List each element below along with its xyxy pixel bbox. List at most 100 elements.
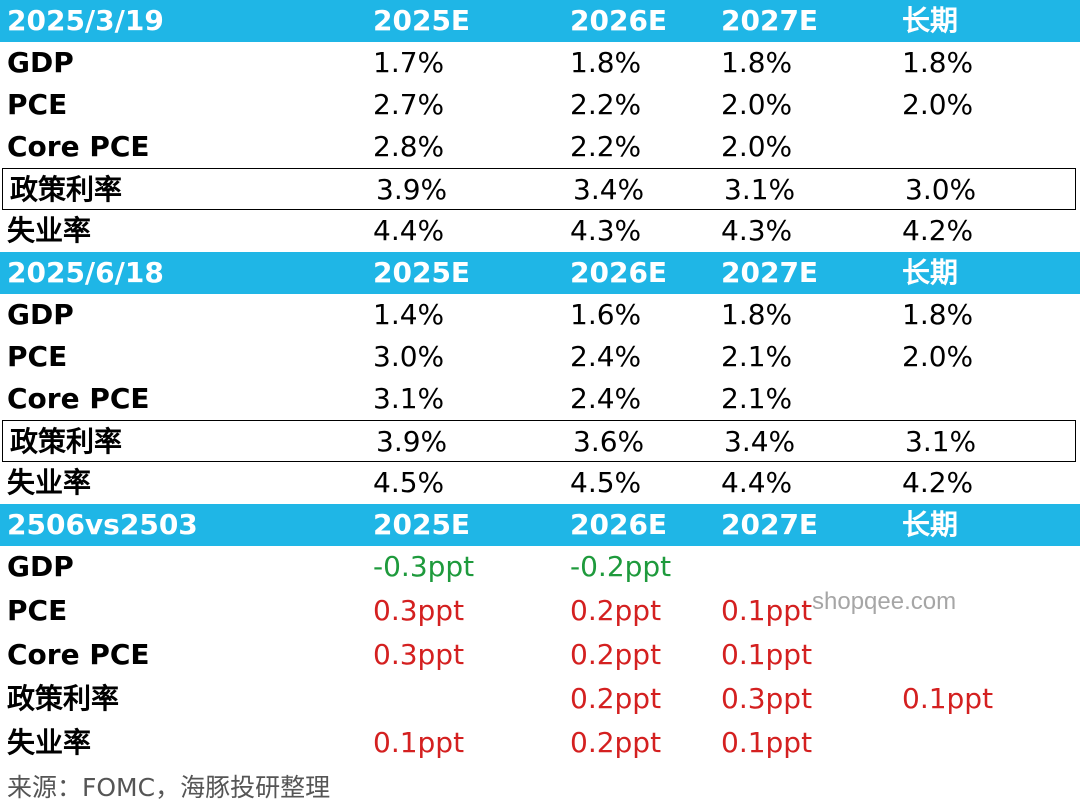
table-row: 失业率 4.5% 4.5% 4.4% 4.2% [0,462,1080,504]
row-label: 失业率 [7,726,92,759]
change-cell: 0.3ppt [373,638,465,671]
header-2025e: 2025E [373,4,471,37]
header-2027e: 2027E [721,508,819,541]
fomc-projection-table: 2025/3/19 2025E 2026E 2027E 长期 GDP 1.7% … [0,0,1080,766]
value-cell: 2.4% [570,382,642,415]
header-2026e: 2026E [570,508,668,541]
value-cell: 3.1% [724,173,796,206]
change-cell: 0.1ppt [902,682,994,715]
value-cell: 1.8% [902,46,974,79]
table-row: PCE 0.3ppt 0.2ppt 0.1ppt [0,590,1080,634]
watermark: shopqee.com [812,588,957,615]
value-cell: 4.5% [570,466,642,499]
row-label: Core PCE [7,638,150,671]
table-row: Core PCE 2.8% 2.2% 2.0% [0,126,1080,168]
header-2025e: 2025E [373,508,471,541]
row-label: PCE [7,594,68,627]
table-row-policy-rate: 政策利率 3.9% 3.6% 3.4% 3.1% [2,420,1076,462]
value-cell: 2.2% [570,130,642,163]
header-2026e: 2026E [570,256,668,289]
change-cell: -0.3ppt [373,550,475,583]
row-label: 政策利率 [10,425,123,458]
row-label: GDP [7,46,74,79]
value-cell: 2.2% [570,88,642,121]
value-cell: 4.3% [721,214,793,247]
value-cell: 1.7% [373,46,445,79]
change-cell: 0.3ppt [721,682,813,715]
header-2026e: 2026E [570,4,668,37]
value-cell: 3.4% [573,173,645,206]
change-cell: 0.1ppt [721,594,813,627]
header-long-run: 长期 [902,508,959,541]
value-cell: 3.0% [905,173,977,206]
value-cell: 4.4% [721,466,793,499]
header-comparison: 2506vs2503 [7,508,198,541]
table-row: GDP 1.7% 1.8% 1.8% 1.8% [0,42,1080,84]
value-cell: 3.9% [376,425,448,458]
change-cell: 0.2ppt [570,594,662,627]
table-row: GDP 1.4% 1.6% 1.8% 1.8% [0,294,1080,336]
change-cell: 0.2ppt [570,638,662,671]
value-cell: 2.4% [570,340,642,373]
source-note: 来源：FOMC，海豚投研整理 [7,773,331,802]
value-cell: 2.1% [721,382,793,415]
value-cell: 1.6% [570,298,642,331]
value-cell: 1.8% [902,298,974,331]
header-2027e: 2027E [721,4,819,37]
change-cell: 0.3ppt [373,594,465,627]
value-cell: 4.2% [902,466,974,499]
header-date: 2025/3/19 [7,4,164,37]
value-cell: 2.7% [373,88,445,121]
change-cell: 0.2ppt [570,726,662,759]
value-cell: 3.0% [373,340,445,373]
value-cell: 2.0% [902,340,974,373]
value-cell: 2.1% [721,340,793,373]
value-cell: 4.5% [373,466,445,499]
header-2025e: 2025E [373,256,471,289]
value-cell: 3.9% [376,173,448,206]
change-cell: 0.1ppt [721,638,813,671]
value-cell: 4.4% [373,214,445,247]
row-label: PCE [7,88,68,121]
table-row: 失业率 0.1ppt 0.2ppt 0.1ppt [0,722,1080,766]
value-cell: 1.8% [721,298,793,331]
table-row: Core PCE 3.1% 2.4% 2.1% [0,378,1080,420]
header-date: 2025/6/18 [7,256,164,289]
table-row-policy-rate: 政策利率 3.9% 3.4% 3.1% 3.0% [2,168,1076,210]
row-label: 政策利率 [7,682,120,715]
row-label: 失业率 [7,466,92,499]
header-long-run: 长期 [902,256,959,289]
section-header-2025-6-18: 2025/6/18 2025E 2026E 2027E 长期 [0,252,1080,294]
table-row: 政策利率 0.2ppt 0.3ppt 0.1ppt [0,678,1080,722]
row-label: Core PCE [7,382,150,415]
value-cell: 2.8% [373,130,445,163]
value-cell: 2.0% [902,88,974,121]
value-cell: 3.1% [905,425,977,458]
value-cell: 2.0% [721,88,793,121]
header-long-run: 长期 [902,4,959,37]
value-cell: 4.2% [902,214,974,247]
value-cell: 3.6% [573,425,645,458]
row-label: 失业率 [7,214,92,247]
header-2027e: 2027E [721,256,819,289]
row-label: 政策利率 [10,173,123,206]
value-cell: 1.8% [721,46,793,79]
table-row: 失业率 4.4% 4.3% 4.3% 4.2% [0,210,1080,252]
change-cell: -0.2ppt [570,550,672,583]
row-label: GDP [7,298,74,331]
value-cell: 2.0% [721,130,793,163]
change-cell: 0.2ppt [570,682,662,715]
table-row: GDP -0.3ppt -0.2ppt [0,546,1080,590]
table-row: PCE 3.0% 2.4% 2.1% 2.0% [0,336,1080,378]
value-cell: 1.8% [570,46,642,79]
value-cell: 3.1% [373,382,445,415]
section-header-2025-3-19: 2025/3/19 2025E 2026E 2027E 长期 [0,0,1080,42]
row-label: Core PCE [7,130,150,163]
table-row: PCE 2.7% 2.2% 2.0% 2.0% [0,84,1080,126]
change-cell: 0.1ppt [721,726,813,759]
section-header-2506vs2503: 2506vs2503 2025E 2026E 2027E 长期 [0,504,1080,546]
value-cell: 3.4% [724,425,796,458]
row-label: GDP [7,550,74,583]
table-row: Core PCE 0.3ppt 0.2ppt 0.1ppt [0,634,1080,678]
value-cell: 4.3% [570,214,642,247]
